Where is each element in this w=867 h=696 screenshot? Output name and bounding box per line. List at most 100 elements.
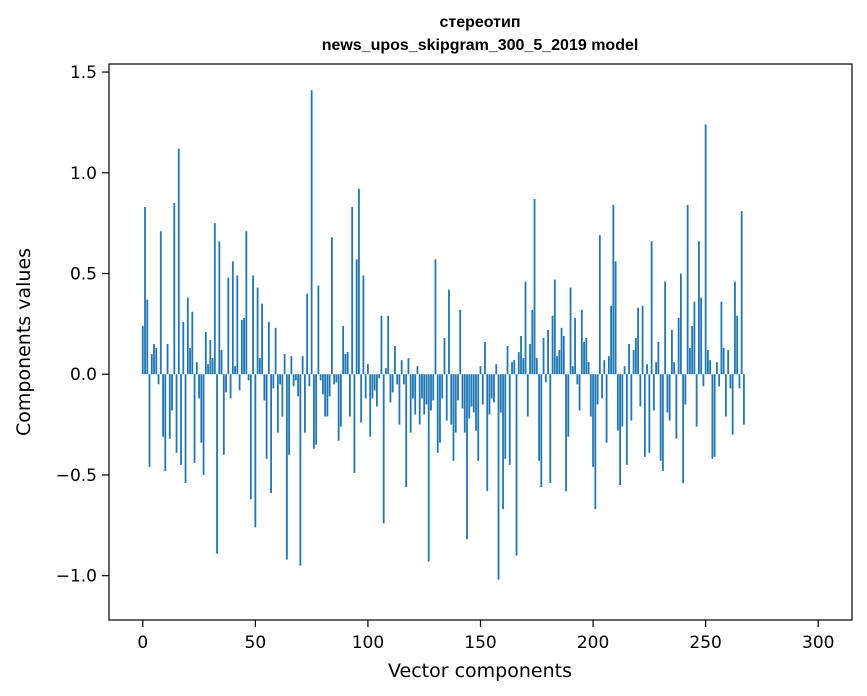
- bar-72: [303, 374, 306, 433]
- bar-182: [551, 315, 554, 375]
- bar-89: [342, 325, 345, 375]
- bar-152: [484, 342, 486, 375]
- plot-frame: [108, 63, 853, 621]
- bar-179: [544, 374, 547, 383]
- bar-139: [454, 374, 457, 433]
- bar-107: [382, 374, 385, 524]
- bar-174: [533, 198, 536, 375]
- bar-82: [326, 374, 329, 417]
- bar-258: [722, 348, 725, 375]
- bar-242: [686, 205, 689, 375]
- bar-4: [150, 354, 153, 375]
- bar-56: [267, 321, 270, 375]
- bar-111: [391, 374, 394, 393]
- bar-185: [558, 350, 561, 375]
- bar-9: [162, 374, 164, 437]
- x-tick-label: 100: [352, 633, 384, 653]
- bar-79: [319, 374, 322, 381]
- bar-198: [587, 362, 590, 375]
- bar-154: [488, 374, 491, 415]
- bar-97: [360, 374, 363, 423]
- bar-67: [292, 374, 295, 387]
- bar-31: [211, 358, 214, 375]
- bar-112: [394, 346, 396, 375]
- bar-75: [310, 90, 313, 375]
- bar-169: [522, 358, 525, 375]
- bar-236: [673, 362, 676, 375]
- bar-68: [294, 374, 297, 381]
- bar-233: [666, 374, 669, 413]
- bar-18: [182, 321, 185, 375]
- bar-132: [439, 374, 441, 443]
- bar-59: [274, 327, 277, 375]
- bar-36: [222, 374, 225, 455]
- bar-157: [495, 364, 498, 375]
- bar-101: [369, 374, 372, 437]
- bar-159: [499, 374, 502, 413]
- bar-160: [502, 374, 504, 510]
- bar-255: [716, 362, 718, 375]
- bar-251: [707, 350, 709, 375]
- bar-88: [340, 374, 342, 427]
- bar-70: [299, 374, 302, 566]
- bar-137: [450, 374, 453, 425]
- bar-32: [213, 223, 216, 375]
- bar-220: [637, 307, 640, 375]
- bar-147: [472, 374, 475, 413]
- bar-197: [585, 337, 588, 375]
- bar-181: [549, 374, 552, 484]
- bar-58: [272, 374, 275, 389]
- bar-117: [405, 374, 408, 488]
- bar-62: [281, 374, 284, 417]
- bar-201: [594, 374, 597, 510]
- bar-151: [481, 374, 484, 405]
- bar-162: [506, 346, 509, 375]
- bar-41: [234, 366, 236, 375]
- bar-244: [691, 325, 694, 375]
- bar-22: [191, 311, 194, 375]
- bar-99: [364, 374, 367, 399]
- bar-208: [610, 305, 612, 375]
- bar-241: [684, 374, 687, 405]
- bar-231: [661, 374, 664, 471]
- chart-title-line-2: news_upos_skipgram_300_5_2019 model: [322, 37, 639, 54]
- x-tick-label: 200: [577, 633, 609, 653]
- bar-44: [240, 319, 243, 375]
- bar-177: [540, 374, 543, 488]
- bar-178: [542, 337, 545, 375]
- bar-225: [648, 374, 651, 453]
- bar-33: [216, 374, 218, 554]
- bar-114: [398, 374, 401, 425]
- bar-87: [337, 374, 340, 441]
- bar-65: [288, 374, 291, 455]
- bar-126: [425, 374, 428, 405]
- bar-40: [231, 261, 234, 375]
- bar-135: [445, 374, 448, 421]
- bar-262: [731, 374, 734, 435]
- bar-245: [693, 301, 696, 375]
- bar-129: [432, 374, 435, 401]
- bar-50: [254, 374, 257, 528]
- bar-3: [148, 374, 151, 467]
- bar-254: [713, 374, 716, 457]
- bar-34: [218, 241, 221, 375]
- bar-24: [195, 362, 198, 375]
- bar-149: [477, 374, 480, 461]
- y-tick-label: −0.5: [56, 466, 97, 486]
- bar-106: [380, 315, 383, 375]
- bar-118: [407, 358, 410, 375]
- x-tick-label: 300: [802, 633, 834, 653]
- bar-103: [373, 374, 376, 391]
- x-tick-label: 0: [137, 633, 148, 653]
- bar-249: [702, 374, 705, 387]
- bar-29: [207, 364, 209, 375]
- bar-48: [249, 374, 252, 500]
- bar-115: [400, 360, 403, 375]
- bar-180: [547, 329, 549, 375]
- y-axis-ticks: −1.0 −0.5 0.0 0.5 1.0 1.5: [56, 63, 109, 587]
- bar-161: [504, 374, 507, 459]
- bar-92: [349, 374, 351, 417]
- bar-150: [479, 366, 482, 375]
- bar-142: [461, 374, 464, 409]
- bar-199: [589, 374, 592, 417]
